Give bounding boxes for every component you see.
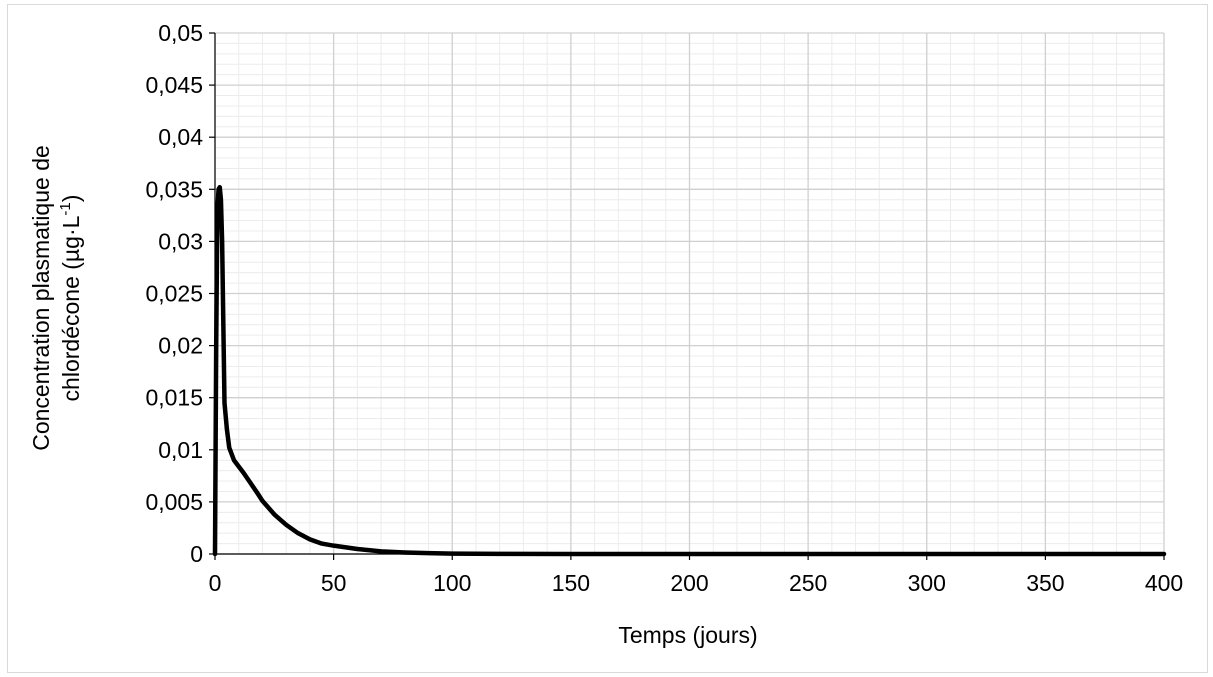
y-tick-label: 0,04	[158, 124, 203, 150]
y-tick-label: 0,035	[145, 176, 203, 202]
series-line	[212, 184, 1167, 557]
x-tick-label: 400	[1145, 570, 1183, 596]
y-tick-label: 0	[190, 541, 203, 567]
major-gridlines	[214, 32, 1165, 555]
y-tick-label: 0,015	[145, 385, 203, 411]
y-axis-title-line2: chlordécone (µg·L-1)	[57, 195, 84, 402]
x-tick-label: 300	[908, 570, 946, 596]
x-tick-label: 100	[433, 570, 471, 596]
y-axis-title-unit-close: )	[58, 195, 84, 203]
y-tick-label: 0,025	[145, 281, 203, 307]
series-layer	[212, 184, 1167, 557]
x-tick-label: 50	[321, 570, 347, 596]
y-axis-title-line1: Concentration plasmatique de	[28, 145, 54, 451]
x-axis-title: Temps (jours)	[618, 622, 757, 648]
x-tick-label: 250	[789, 570, 827, 596]
x-tick-label: 150	[552, 570, 590, 596]
chart-frame	[7, 4, 1208, 673]
y-axis-title-unit-text: chlordécone (µg·L	[58, 215, 84, 401]
x-tick-label: 350	[1026, 570, 1064, 596]
x-tick-labels: 0 50 100 150 200 250 300 350 400	[209, 570, 1184, 596]
x-tick-label: 0	[209, 570, 222, 596]
y-tick-label: 0,03	[158, 228, 203, 254]
y-tick-label: 0,02	[158, 333, 203, 359]
x-tick-label: 200	[670, 570, 708, 596]
y-axis-title: Concentration plasmatique de	[28, 145, 54, 451]
y-tick-label: 0,05	[158, 20, 203, 46]
y-tick-label: 0,045	[145, 72, 203, 98]
y-axis-title-line2-group: chlordécone (µg·L-1)	[57, 195, 84, 402]
y-axis-title-unit-sup: -1	[57, 202, 74, 215]
y-tick-label: 0,01	[158, 437, 203, 463]
y-tick-label: 0,005	[145, 489, 203, 515]
y-tick-labels: 0 0,005 0,01 0,015 0,02 0,025 0,03 0,035 0,04 0,0…	[145, 20, 203, 567]
